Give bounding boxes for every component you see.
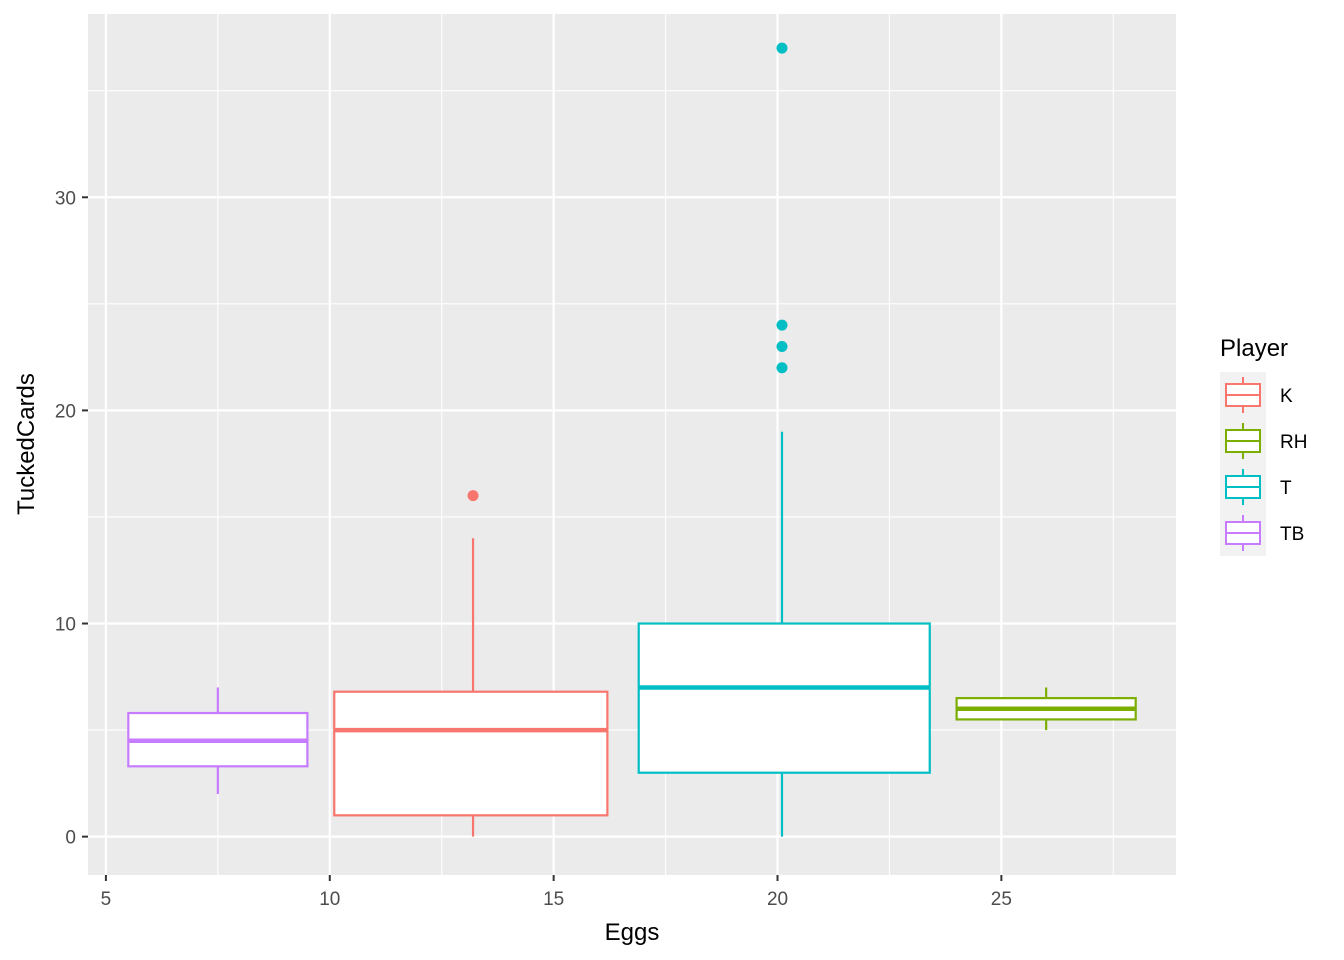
x-tick-label: 10	[319, 889, 340, 910]
outlier-point	[776, 42, 788, 54]
y-tick-label: 10	[55, 615, 76, 636]
legend-item-TB: TB	[1220, 510, 1304, 556]
boxplot-TB	[127, 687, 309, 795]
y-axis: 0 10 20 30	[55, 188, 88, 849]
x-axis: 5 10 15 20 25	[101, 875, 1012, 910]
x-tick-label: 20	[767, 889, 788, 910]
legend-label: T	[1280, 478, 1292, 499]
boxplot-T	[637, 42, 931, 837]
x-tick-label: 5	[101, 889, 112, 910]
legend-title: Player	[1220, 335, 1288, 362]
box	[333, 690, 609, 817]
outlier-point	[776, 340, 788, 352]
legend-item-RH: RH	[1220, 418, 1307, 464]
y-tick-label: 30	[55, 188, 76, 209]
legend-item-T: T	[1220, 464, 1292, 510]
y-tick-label: 20	[55, 401, 76, 422]
y-axis-title: TuckedCards	[13, 373, 40, 515]
legend-item-K: K	[1220, 372, 1293, 418]
grid-major	[88, 14, 1176, 875]
legend: Player K RH T TB	[1220, 335, 1307, 556]
outlier-point	[467, 490, 479, 502]
boxplot-RH	[955, 687, 1137, 731]
x-axis-title: Eggs	[605, 919, 660, 946]
boxplot-K	[333, 490, 609, 837]
y-tick-label: 0	[65, 828, 76, 849]
legend-label: TB	[1280, 524, 1304, 545]
x-tick-label: 25	[991, 889, 1012, 910]
box	[637, 622, 931, 774]
x-tick-label: 15	[543, 889, 564, 910]
outlier-point	[776, 362, 788, 374]
legend-label: K	[1280, 386, 1293, 407]
legend-label: RH	[1280, 432, 1307, 453]
boxplots	[127, 42, 1137, 837]
outlier-point	[776, 319, 788, 331]
grid-minor	[88, 14, 1176, 875]
